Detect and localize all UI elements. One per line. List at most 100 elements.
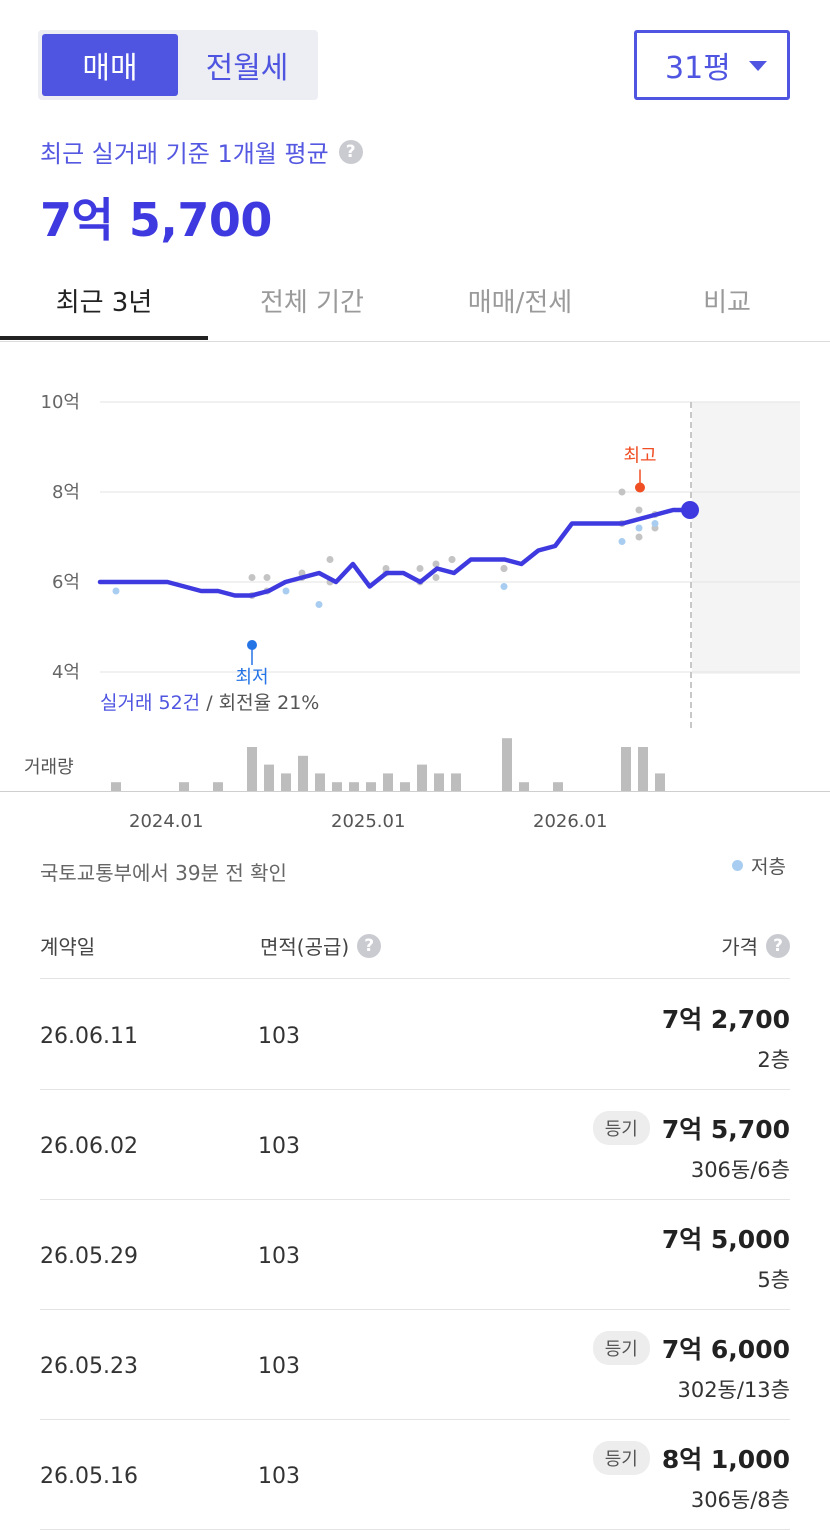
- volume-bar: [383, 773, 393, 791]
- trade-dot: [263, 574, 271, 581]
- low-floor-trade-dot: [618, 538, 626, 545]
- x-tick-label: 2024.01: [129, 811, 204, 832]
- trade-dot: [326, 556, 334, 563]
- trade-dot: [382, 565, 390, 572]
- tab-sale-jeonse[interactable]: 매매/전세: [467, 287, 573, 318]
- header-area-text: 면적(공급): [260, 935, 350, 959]
- volume-bar: [655, 773, 665, 791]
- row-price-line: 등기 7억 6,000: [592, 1330, 790, 1366]
- row-floor: 306동/6층: [690, 1158, 790, 1182]
- low-floor-trade-dot: [282, 587, 290, 595]
- chart-legend: 저층: [732, 852, 786, 879]
- future-region: [692, 402, 800, 674]
- volume-bar: [298, 755, 308, 791]
- volume-bar: [502, 738, 512, 791]
- help-icon[interactable]: ?: [357, 933, 382, 958]
- row-date: 26.05.16: [40, 1464, 138, 1489]
- volume-bar: [519, 782, 529, 791]
- area-select-value: 31평: [665, 51, 731, 86]
- header-price-text: 가격: [721, 935, 758, 959]
- volume-bar: [213, 782, 223, 791]
- registered-badge: 등기: [592, 1111, 650, 1145]
- low-floor-trade-dot: [635, 524, 643, 532]
- row-price: 7억 6,000: [661, 1335, 790, 1364]
- trade-dot: [298, 569, 306, 577]
- avg-price-label-text: 최근 실거래 기준 1개월 평균: [40, 140, 329, 168]
- row-floor: 2층: [757, 1048, 790, 1072]
- table-row[interactable]: 26.05.23 103 등기 7억 6,000 302동/13층: [40, 1310, 790, 1420]
- table-row[interactable]: 26.06.02 103 등기 7억 5,700 306동/6층: [40, 1090, 790, 1200]
- period-tabs: 최근 3년 전체 기간 매매/전세 비교: [0, 258, 830, 342]
- row-date: 26.06.11: [40, 1024, 138, 1049]
- volume-bar: [451, 773, 461, 791]
- row-area: 103: [258, 1464, 300, 1489]
- tab-rent[interactable]: 전월세: [205, 51, 289, 86]
- x-tick-label: 2026.01: [533, 811, 608, 832]
- trade-dot: [500, 565, 508, 572]
- tab-compare[interactable]: 비교: [703, 287, 751, 318]
- volume-bar: [315, 773, 325, 791]
- trend-line: [97, 507, 693, 598]
- volume-bar: [400, 782, 410, 791]
- low-floor-trade-dot: [315, 601, 323, 608]
- tab-recent-3y[interactable]: 최근 3년: [55, 287, 153, 318]
- header-price: 가격?: [721, 931, 790, 960]
- volume-label: 거래량: [24, 757, 74, 778]
- active-tab-indicator: [0, 336, 208, 340]
- chevron-down-icon: [749, 61, 767, 71]
- chart-baseline: [0, 791, 830, 792]
- row-price-line: 등기 7억 5,700: [592, 1110, 790, 1146]
- trade-dot: [635, 533, 643, 541]
- trade-dot: [432, 560, 440, 568]
- row-price-line: 등기 8억 1,000: [592, 1440, 790, 1476]
- low-floor-trade-dot: [112, 587, 120, 595]
- trade-dot: [416, 565, 424, 572]
- table-row[interactable]: 26.05.16 103 등기 8억 1,000 306동/8층: [40, 1420, 790, 1530]
- volume-bar: [247, 747, 257, 791]
- volume-bar: [281, 773, 291, 791]
- y-tick-label: 8억: [52, 482, 80, 503]
- table-row[interactable]: 26.05.29 103 7억 5,000 5층: [40, 1200, 790, 1310]
- row-date: 26.05.23: [40, 1354, 138, 1379]
- row-floor: 306동/8층: [690, 1488, 790, 1512]
- low-floor-trade-dot: [651, 520, 659, 527]
- tab-all-period[interactable]: 전체 기간: [260, 287, 364, 318]
- trade-dot: [618, 488, 626, 496]
- trade-dot: [432, 574, 440, 581]
- row-area: 103: [258, 1134, 300, 1159]
- row-price: 7억 5,700: [661, 1115, 790, 1144]
- table-header: 계약일 면적(공급)? 가격?: [40, 925, 790, 979]
- avg-price-value: 7억 5,700: [40, 193, 272, 247]
- header-date-text: 계약일: [40, 935, 96, 959]
- max-marker-dot: [635, 482, 645, 493]
- legend-low-floor: 저층: [751, 856, 786, 878]
- row-price-line: 7억 2,700: [662, 1000, 790, 1036]
- y-tick-label: 4억: [52, 662, 80, 683]
- y-tick-label: 6억: [52, 572, 80, 593]
- low-floor-trade-dot: [500, 583, 508, 590]
- avg-price-label: 최근 실거래 기준 1개월 평균 ?: [40, 134, 363, 169]
- tab-sale[interactable]: 매매: [42, 34, 178, 96]
- help-icon[interactable]: ?: [766, 933, 790, 958]
- deal-type-toggle: 매매 전월세: [38, 30, 318, 100]
- chart-summary: 실거래 52건 / 회전율 21%: [100, 688, 319, 715]
- trade-count[interactable]: 실거래 52건: [100, 692, 201, 714]
- volume-bar: [366, 782, 376, 791]
- volume-bar: [332, 782, 342, 791]
- volume-bar: [553, 782, 563, 791]
- volume-bar: [638, 747, 648, 791]
- turnover-rate: / 회전율 21%: [206, 692, 320, 714]
- min-label: 최저: [235, 667, 268, 688]
- help-icon[interactable]: ?: [338, 139, 363, 164]
- area-select[interactable]: 31평: [634, 30, 790, 100]
- low-floor-dot-icon: [732, 860, 743, 871]
- row-floor: 302동/13층: [677, 1378, 790, 1402]
- table-row[interactable]: 26.06.11 103 7억 2,700 2층: [40, 980, 790, 1090]
- trade-dot: [248, 574, 256, 581]
- row-price: 7억 5,000: [661, 1225, 790, 1254]
- trade-dot: [448, 556, 456, 563]
- source-note: 국토교통부에서 39분 전 확인: [40, 861, 287, 885]
- registered-badge: 등기: [592, 1441, 650, 1475]
- current-point: [681, 501, 699, 519]
